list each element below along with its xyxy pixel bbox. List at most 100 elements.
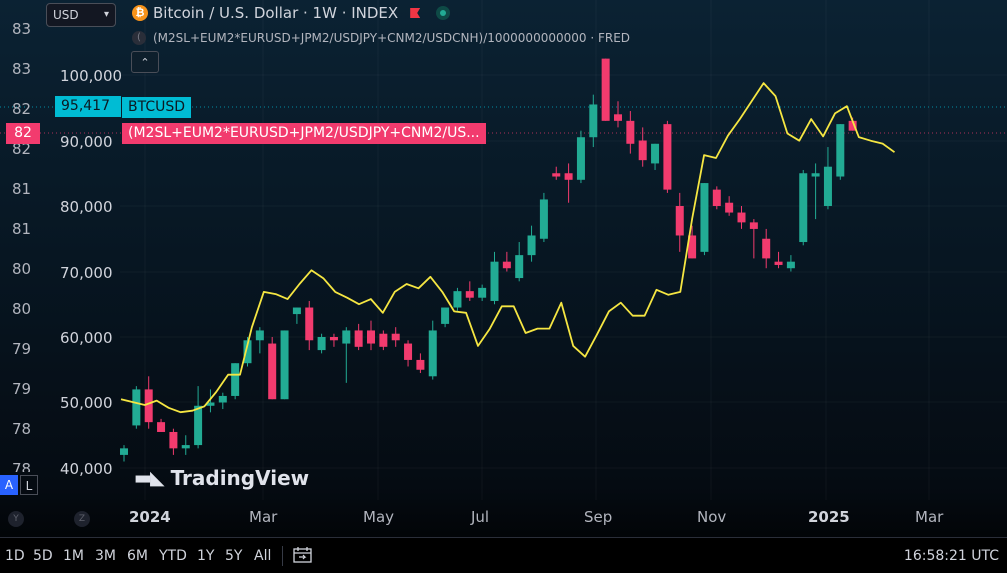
range-button-1m[interactable]: 1M xyxy=(63,548,84,564)
chart-plot-area[interactable] xyxy=(0,0,1007,537)
range-button-6m[interactable]: 6M xyxy=(127,548,148,564)
btc-candle xyxy=(799,173,808,243)
btc-candle xyxy=(317,337,326,351)
price-axis-label: 50,000 xyxy=(60,394,113,412)
btc-candle xyxy=(712,189,721,206)
btc-candle xyxy=(836,124,845,177)
btc-candle xyxy=(280,330,289,400)
time-axis-label: Sep xyxy=(584,508,613,526)
btc-candle xyxy=(811,173,820,177)
range-button-1y[interactable]: 1Y xyxy=(197,548,215,564)
indicator-formula[interactable]: (M2SL+EUM2*EURUSD+JPM2/USDJPY+CNM2/USDCN… xyxy=(153,31,631,45)
range-button-3m[interactable]: 3M xyxy=(95,548,116,564)
btc-candle xyxy=(441,307,450,324)
main-series-legend[interactable]: ₿ Bitcoin / U.S. Dollar · 1W · INDEX xyxy=(132,4,451,22)
left-axis-label: 78 xyxy=(12,420,32,438)
btc-candle xyxy=(453,291,462,308)
btc-candle xyxy=(367,330,375,344)
btc-candle xyxy=(181,445,190,449)
price-axis-label: 40,000 xyxy=(60,460,113,478)
left-axis-label: 83 xyxy=(12,60,32,78)
btc-candle xyxy=(552,173,561,177)
time-axis-label: 2025 xyxy=(808,508,850,526)
bottom-toolbar: 1D 5D 1M 3M 6M YTD 1Y 5Y All 16:58:21 UT… xyxy=(0,537,1007,573)
indicator-legend[interactable]: ( (M2SL+EUM2*EURUSD+JPM2/USDJPY+CNM2/USD… xyxy=(132,31,630,45)
btc-candle xyxy=(589,104,598,138)
btc-candle xyxy=(218,395,227,403)
btc-candle xyxy=(675,206,684,236)
auto-scale-button[interactable]: A xyxy=(0,475,18,495)
btc-candle xyxy=(243,340,252,364)
time-axis-label: Mar xyxy=(915,508,944,526)
range-button-ytd[interactable]: YTD xyxy=(159,548,187,564)
price-axis-label: 70,000 xyxy=(60,264,113,282)
btc-candle xyxy=(786,261,795,269)
btc-candle xyxy=(539,199,548,239)
btc-candle xyxy=(564,173,573,180)
btc-candle xyxy=(725,202,734,213)
btc-candle xyxy=(614,114,622,121)
time-axis-label: Nov xyxy=(697,508,727,526)
currency-select[interactable]: USD ▾ xyxy=(46,3,116,27)
m2-value-tag: 82 xyxy=(6,123,40,144)
flag-icon[interactable] xyxy=(410,8,421,18)
toolbar-divider xyxy=(282,546,283,566)
range-button-5y[interactable]: 5Y xyxy=(225,548,243,564)
btc-candle xyxy=(749,222,758,229)
range-button-all[interactable]: All xyxy=(254,548,272,564)
z-zoom-button[interactable]: Z xyxy=(74,511,90,527)
btc-candle xyxy=(120,448,128,455)
btc-candle xyxy=(169,431,178,449)
left-axis-label: 83 xyxy=(12,20,32,38)
m2-series-tag: (M2SL+EUM2*EURUSD+JPM2/USDJPY+CNM2/US... xyxy=(122,123,486,144)
btc-candle xyxy=(342,330,351,344)
btc-candle xyxy=(626,120,635,144)
btc-candle xyxy=(329,337,338,341)
btc-candle xyxy=(700,183,709,252)
left-axis-label: 80 xyxy=(12,260,32,278)
collapse-legend-button[interactable]: ⌃ xyxy=(131,51,159,73)
bitcoin-icon: ₿ xyxy=(132,5,148,21)
btc-candle xyxy=(502,261,511,269)
price-axis-label: 80,000 xyxy=(60,198,113,216)
time-axis-label: May xyxy=(363,508,395,526)
btc-candle xyxy=(688,235,697,259)
btc-candle xyxy=(663,124,672,190)
left-axis-label: 81 xyxy=(12,220,32,238)
btc-candle xyxy=(194,405,203,446)
time-axis-label: Mar xyxy=(249,508,278,526)
price-axis-label: 60,000 xyxy=(60,329,113,347)
btc-candle xyxy=(391,333,400,341)
btc-candle xyxy=(379,333,388,347)
btc-candle xyxy=(601,58,610,121)
btc-candle xyxy=(404,343,413,360)
left-axis-label: 78 xyxy=(12,460,32,472)
main-series-title[interactable]: Bitcoin / U.S. Dollar · 1W · INDEX xyxy=(153,4,399,22)
btc-candle xyxy=(157,422,166,432)
btc-candle xyxy=(428,330,437,377)
left-axis-label: 79 xyxy=(12,380,32,398)
left-axis-label: 82 xyxy=(12,140,32,158)
btc-candle xyxy=(416,359,425,370)
time-axis-label: 2024 xyxy=(129,508,171,526)
log-scale-button[interactable]: L xyxy=(20,475,38,495)
range-button-1d[interactable]: 1D xyxy=(5,548,25,564)
market-status-icon[interactable] xyxy=(436,6,451,20)
btc-candle xyxy=(305,307,314,341)
go-to-date-icon[interactable] xyxy=(293,546,312,563)
utc-clock[interactable]: 16:58:21 UTC xyxy=(903,548,999,564)
btc-candle xyxy=(465,291,474,298)
btc-candle xyxy=(206,402,215,406)
btc-candle xyxy=(354,330,363,347)
btc-candle xyxy=(231,363,240,396)
left-axis-label: 81 xyxy=(12,180,32,198)
btc-candle xyxy=(823,166,832,206)
btc-candle xyxy=(144,389,153,423)
currency-value: USD xyxy=(53,8,79,22)
y-zoom-button[interactable]: Y xyxy=(8,511,24,527)
range-button-5d[interactable]: 5D xyxy=(33,548,53,564)
btc-candle xyxy=(651,143,660,164)
btc-candle xyxy=(737,212,746,223)
chevron-down-icon: ▾ xyxy=(103,9,109,20)
btc-candle xyxy=(762,238,771,259)
